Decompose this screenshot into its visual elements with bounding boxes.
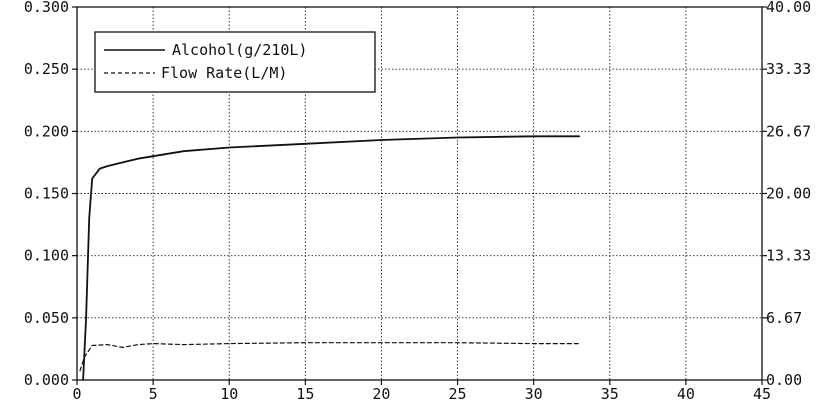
y2-tick-label: 13.33 [766,247,811,265]
y-tick-label: 0.250 [24,60,69,78]
x-tick-label: 5 [149,385,158,402]
y-tick-label: 0.200 [24,122,69,140]
y-tick-label: 0.000 [24,371,69,389]
x-tick-label: 10 [220,385,238,402]
y2-tick-label: 26.67 [766,122,811,140]
y-tick-label: 0.300 [24,0,69,16]
legend: Alcohol(g/210L) Flow Rate(L/M) [94,31,376,93]
x-tick-label: 45 [753,385,771,402]
x-tick-label: 30 [525,385,543,402]
x-tick-label: 15 [296,385,314,402]
y2-tick-label: 20.00 [766,185,811,203]
y-tick-label: 0.050 [24,309,69,327]
x-tick-label: 40 [677,385,695,402]
y2-tick-label: 0.00 [766,371,802,389]
y2-tick-label: 6.67 [766,309,802,327]
left-y-axis-ticks: 0.000 0.050 0.100 0.150 0.200 0.250 0.300 [24,0,77,389]
legend-box [94,31,376,93]
y-tick-label: 0.100 [24,247,69,265]
y2-tick-label: 33.33 [766,60,811,78]
right-y-axis-ticks: 0.00 6.67 13.33 20.00 26.67 33.33 40.00 [762,0,811,389]
x-axis-ticks: 0 5 10 15 20 25 30 35 40 45 [72,380,771,403]
series-line-flow-rate [79,342,580,372]
grid-lines [77,7,762,380]
y-tick-label: 0.150 [24,185,69,203]
series-line-alcohol [82,135,581,381]
x-tick-label: 20 [372,385,390,402]
legend-label-flow-rate: Flow Rate(L/M) [161,64,287,82]
series-lines [79,135,581,381]
x-tick-label: 25 [449,385,467,402]
x-tick-label: 0 [72,385,81,402]
x-tick-label: 35 [601,385,619,402]
y2-tick-label: 40.00 [766,0,811,16]
legend-label-alcohol: Alcohol(g/210L) [172,41,307,59]
